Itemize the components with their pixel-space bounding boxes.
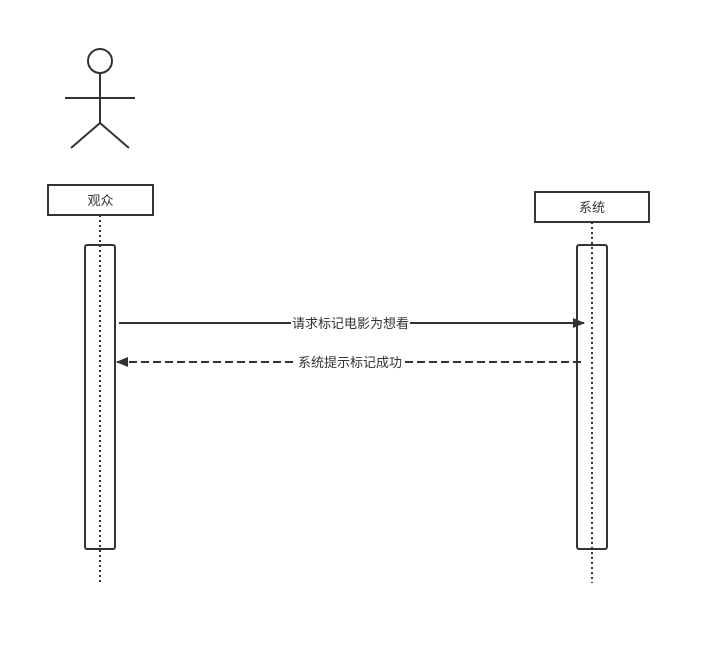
participant-system[interactable]: 系统 <box>534 191 650 223</box>
actor-right-leg <box>99 122 130 149</box>
activation-bar-viewer <box>84 244 116 550</box>
activation-bar-system <box>576 244 608 550</box>
message-request[interactable]: 请求标记电影为想看 <box>119 314 585 332</box>
message-reply-label: 系统提示标记成功 <box>298 355 402 371</box>
actor-icon <box>65 48 135 149</box>
message-request-label: 请求标记电影为想看 <box>292 316 409 332</box>
participant-viewer-label: 观众 <box>87 194 113 209</box>
participant-viewer[interactable]: 观众 <box>47 184 154 216</box>
message-reply[interactable]: 系统提示标记成功 <box>116 353 581 371</box>
participant-system-box <box>534 191 650 223</box>
message-request-label-bg <box>291 314 410 332</box>
actor-head <box>87 48 113 74</box>
actor-left-leg <box>70 122 101 149</box>
participant-viewer-box <box>47 184 154 216</box>
participant-system-label: 系统 <box>579 201 605 216</box>
message-reply-label-bg <box>296 353 404 371</box>
